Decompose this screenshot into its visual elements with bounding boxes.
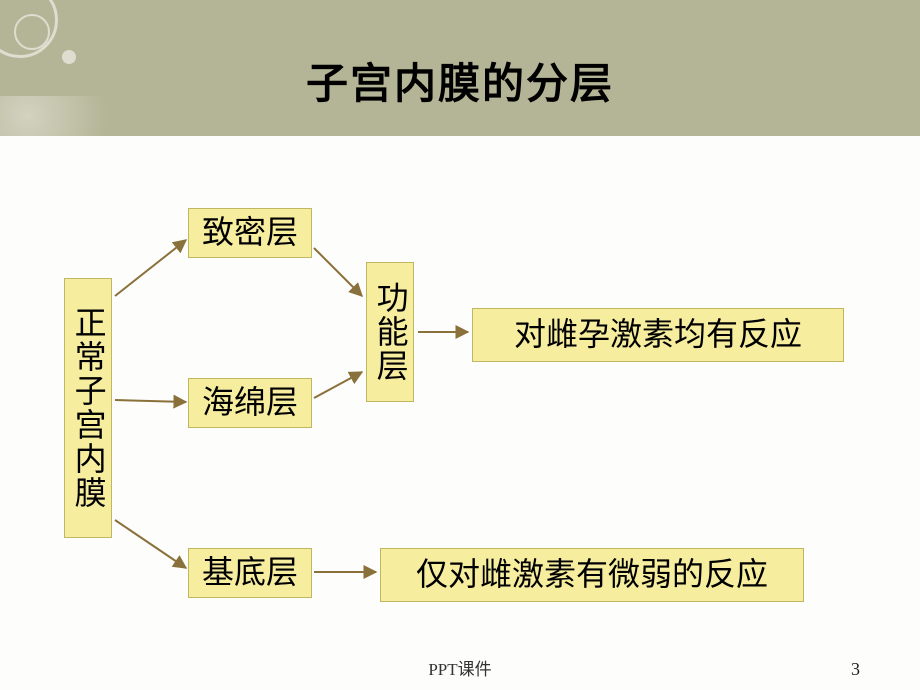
- node-gongneng: 功能层: [366, 262, 414, 402]
- arrow: [115, 240, 186, 296]
- arrow: [115, 400, 186, 402]
- node-jidi: 基底层: [188, 548, 312, 598]
- arrow: [314, 248, 362, 296]
- node-response-2: 仅对雌激素有微弱的反应: [380, 548, 804, 602]
- footer-label: PPT课件: [0, 655, 920, 680]
- node-zhimi: 致密层: [188, 208, 312, 258]
- node-root: 正常子宫内膜: [64, 278, 112, 538]
- node-haimian: 海绵层: [188, 378, 312, 428]
- slide-title: 子宫内膜的分层: [0, 50, 920, 111]
- page-number: 3: [851, 659, 860, 680]
- decoration-circle: [14, 14, 50, 50]
- arrow: [115, 520, 186, 568]
- arrow: [314, 372, 362, 398]
- node-response-1: 对雌孕激素均有反应: [472, 308, 844, 362]
- slide-header: 子宫内膜的分层: [0, 0, 920, 136]
